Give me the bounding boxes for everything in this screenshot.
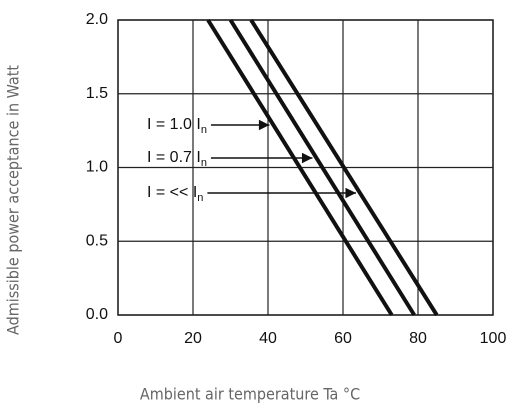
x-axis-title: Ambient air temperature Ta °C [140,385,360,404]
y-axis-title: Admissible power acceptance in Watt [4,65,23,335]
y-tick-label: 1.0 [86,159,108,176]
x-tick-label: 20 [184,330,202,347]
x-tick-label: 60 [334,330,352,347]
series-label-text: I = 0.7 I [147,149,201,166]
y-tick-label: 0.5 [86,232,108,249]
series-label-text: I = 1.0 I [147,116,201,133]
y-tick-label: 1.5 [86,85,108,102]
series-label: I = 1.0 In [147,116,207,136]
series-label-text: I = << I [147,184,197,201]
series-label-sub: n [197,192,203,204]
y-tick-label: 2.0 [86,11,108,28]
line [249,18,439,317]
x-tick-label: 80 [409,330,427,347]
x-tick-label: 100 [480,330,507,347]
series-label: I = << In [147,184,203,204]
line [206,18,394,317]
x-tick-label: 0 [114,330,123,347]
plot-frame [117,19,494,316]
y-tick-label: 0.0 [86,306,108,323]
series-label-sub: n [201,124,207,136]
x-tick-label: 40 [259,330,277,347]
series-label-sub: n [201,157,207,169]
series-label: I = 0.7 In [147,149,207,169]
line [228,18,416,317]
